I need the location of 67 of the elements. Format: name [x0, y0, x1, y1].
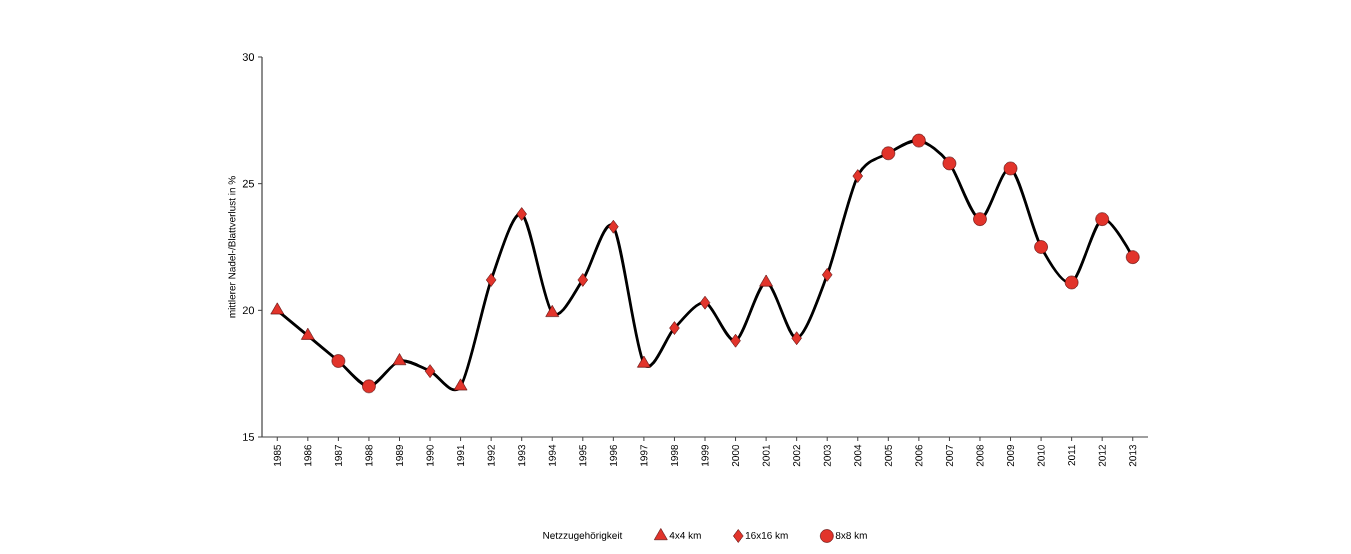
x-tick-label: 2002: [793, 445, 801, 467]
x-tick-label: 2001: [762, 445, 770, 467]
legend-title: Netzzugehörigkeit: [543, 531, 623, 541]
point: [699, 295, 711, 310]
point: [637, 355, 651, 368]
x-tick-label: 1995: [579, 444, 587, 466]
x-tick-label: 1992: [487, 445, 495, 466]
x-tick-label: 1991: [457, 445, 465, 466]
point: [485, 273, 497, 287]
point: [759, 274, 773, 287]
legend-label: 8x8 km: [835, 531, 867, 539]
x-tick-label: 1998: [670, 444, 678, 466]
x-tick-label: 2013: [1129, 444, 1137, 467]
x-tick-label: 2011: [1068, 445, 1076, 466]
point: [669, 321, 680, 335]
x-tick-label: 2007: [945, 445, 953, 467]
x-tick-label: 1987: [334, 445, 342, 466]
point: [942, 156, 957, 171]
point: [912, 133, 926, 148]
point: [577, 273, 588, 287]
point: [270, 302, 285, 315]
x-tick-label: 2003: [823, 444, 831, 467]
x-tick-label: 1994: [548, 444, 556, 466]
x-tick-label: 1993: [518, 444, 526, 466]
point: [1125, 250, 1140, 264]
x-tick-label: 1986: [304, 444, 312, 466]
point: [852, 169, 863, 183]
y-axis-title: mittlerer Nadel-/Blattverlust in %: [228, 176, 236, 318]
point: [362, 379, 376, 394]
point: [822, 268, 833, 282]
x-tick-label: 2008: [976, 444, 984, 467]
point: [301, 327, 315, 340]
x-tick-label: 2009: [1007, 444, 1015, 467]
x-tick-label: 1999: [701, 444, 709, 466]
point: [1095, 212, 1109, 226]
x-tick-label: 1997: [640, 445, 648, 466]
x-tick-label: 1996: [609, 444, 617, 466]
point: [424, 364, 436, 378]
point: [545, 305, 560, 317]
point: [608, 219, 619, 234]
legend-label: 4x4 km: [669, 531, 701, 539]
point: [1064, 275, 1079, 290]
legend-label: 16x16 km: [745, 531, 788, 539]
x-tick-label: 1985: [273, 444, 281, 466]
point: [453, 378, 468, 391]
y-tick-label: 30: [242, 53, 255, 61]
x-tick-label: 2006: [915, 444, 923, 467]
y-tick-label: 15: [243, 433, 255, 441]
y-tick-label: 25: [242, 179, 255, 188]
x-tick-label: 2005: [884, 444, 892, 467]
x-tick-label: 1988: [365, 444, 373, 466]
x-tick-label: 1990: [426, 444, 434, 466]
y-tick-label: 20: [242, 306, 255, 315]
x-tick-label: 2004: [854, 444, 862, 467]
point: [730, 333, 741, 348]
x-tick-label: 2012: [1098, 445, 1106, 467]
point: [1003, 161, 1018, 176]
point: [1034, 240, 1048, 254]
x-tick-label: 2010: [1037, 444, 1045, 467]
point: [791, 331, 802, 345]
x-tick-label: 1989: [395, 444, 404, 466]
point: [881, 146, 896, 161]
point: [973, 212, 987, 226]
point: [331, 354, 346, 368]
point: [516, 207, 527, 221]
x-tick-label: 2000: [732, 444, 740, 467]
point: [392, 353, 407, 366]
